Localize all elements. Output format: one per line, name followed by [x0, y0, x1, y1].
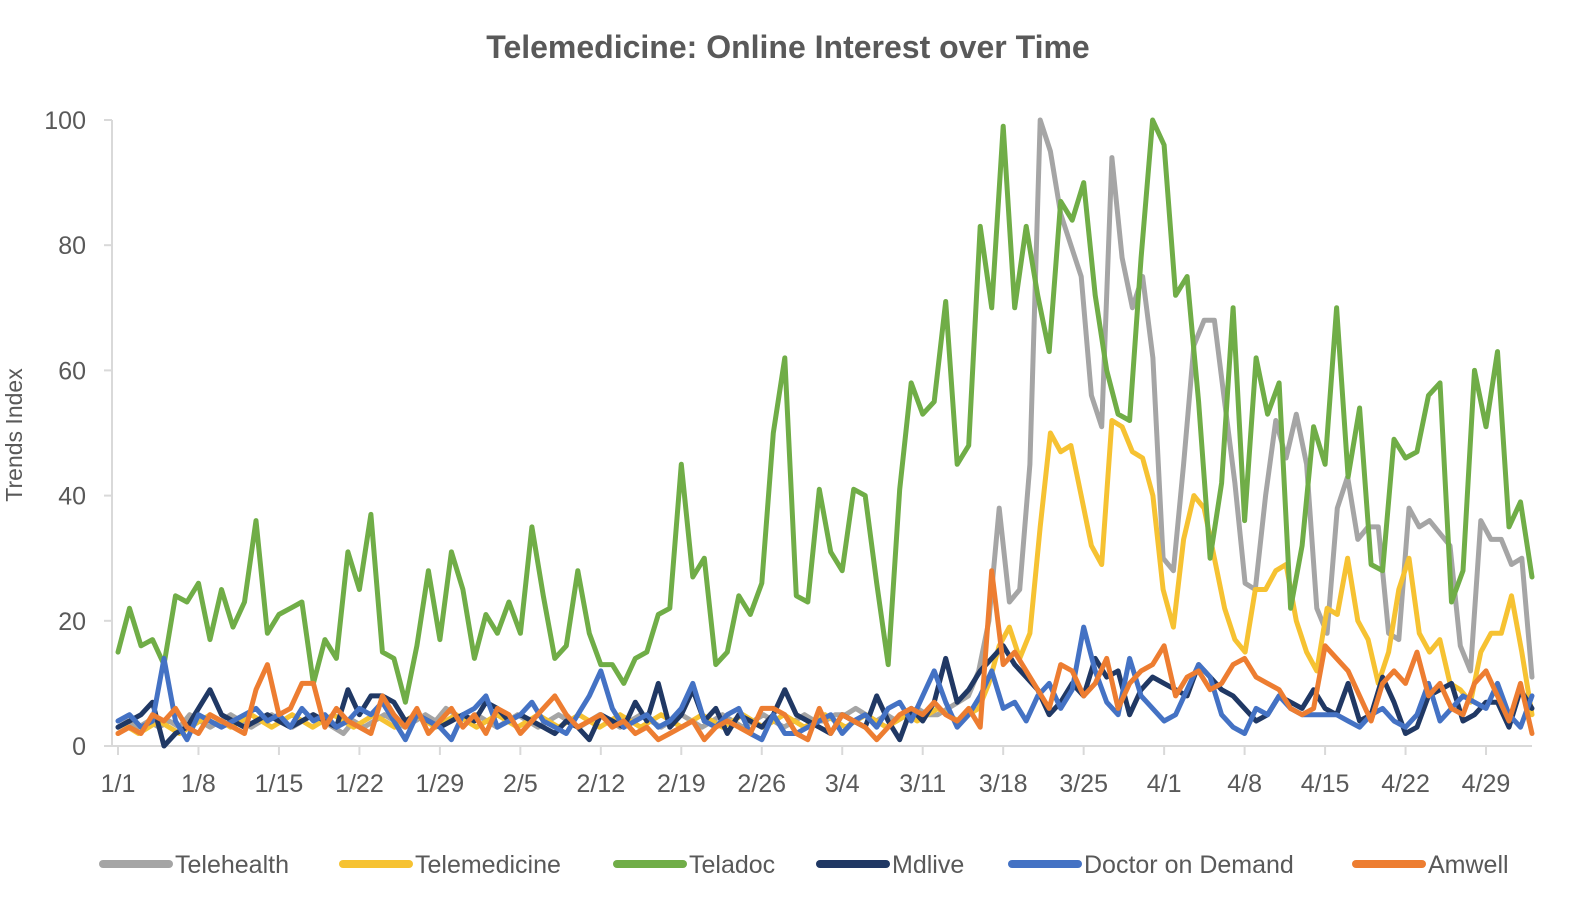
- series-line-amwell: [115, 568, 1535, 743]
- y-tick-label: 100: [44, 107, 86, 135]
- x-tick-label: 4/22: [1381, 770, 1430, 798]
- x-tick-label: 2/12: [576, 770, 625, 798]
- legend-label-doctor-on-demand: Doctor on Demand: [1084, 851, 1294, 879]
- series-line-mdlive: [115, 643, 1535, 749]
- legend-label-teladoc: Teladoc: [689, 851, 775, 879]
- x-tick-label: 4/29: [1462, 770, 1511, 798]
- series-line-teladoc: [115, 117, 1535, 705]
- x-tick-label: 4/8: [1227, 770, 1262, 798]
- y-tick-label: 20: [58, 608, 86, 636]
- x-tick-label: 1/8: [181, 770, 216, 798]
- y-tick-label: 60: [58, 357, 86, 385]
- legend: Telehealth Telemedicine Teladoc Mdlive Docto…: [99, 851, 1509, 879]
- x-tick-label: 3/4: [825, 770, 860, 798]
- x-tick-label: 4/1: [1147, 770, 1182, 798]
- chart-title: Telemedicine: Online Interest over Time: [486, 29, 1089, 65]
- x-tick-label: 2/19: [657, 770, 706, 798]
- y-tick-label: 40: [58, 483, 86, 511]
- y-tick-label: 80: [58, 232, 86, 260]
- legend-label-telehealth: Telehealth: [175, 851, 289, 879]
- x-tick-label: 2/26: [737, 770, 786, 798]
- y-axis-ticks: 0 20 40 60 80 100: [44, 107, 112, 761]
- legend-label-mdlive: Mdlive: [892, 851, 964, 879]
- legend-label-telemedicine: Telemedicine: [415, 851, 561, 879]
- x-tick-label: 2/5: [503, 770, 538, 798]
- x-tick-label: 3/25: [1059, 770, 1108, 798]
- series-line-telemedicine: [115, 418, 1535, 736]
- x-tick-label: 1/22: [335, 770, 384, 798]
- x-tick-label: 4/15: [1301, 770, 1350, 798]
- x-tick-label: 1/1: [101, 770, 136, 798]
- legend-label-amwell: Amwell: [1428, 851, 1509, 879]
- x-tick-label: 3/11: [899, 770, 946, 798]
- series-lines: [115, 117, 1535, 749]
- x-tick-label: 1/29: [416, 770, 465, 798]
- x-tick-label: 3/18: [979, 770, 1028, 798]
- x-axis-ticks: 1/1 1/8 1/15 1/22 1/29 2/5 2/12 2/19 2/26 3/4 3/11…: [101, 746, 1511, 798]
- x-tick-label: 1/15: [255, 770, 304, 798]
- y-tick-label: 0: [72, 733, 86, 761]
- y-axis-label: Trends Index: [1, 368, 27, 502]
